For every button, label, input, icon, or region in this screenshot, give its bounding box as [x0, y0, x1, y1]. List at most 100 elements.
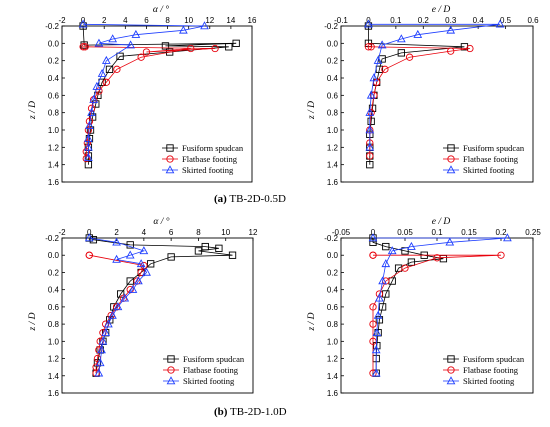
- panel-3-skirted-point: [139, 246, 149, 255]
- panel-4-skirted-point: [371, 345, 381, 354]
- panel-3-skirted-point: [94, 368, 104, 377]
- panel-3-x-tick-label: -2: [58, 228, 66, 237]
- panel-4-flatbase-point: [401, 264, 409, 272]
- panel-2-skirted-point: [413, 29, 423, 38]
- panel-4-fusiform-point: [407, 258, 416, 266]
- panel-1-flatbase-point: [137, 53, 145, 61]
- panel-4-legend-skirted-label: Skirted footing: [463, 376, 515, 386]
- panel-3-x-tick-label: 6: [169, 228, 174, 237]
- panel-3-flatbase-point: [85, 251, 93, 259]
- panel-3-legend-skirted-marker: [166, 376, 176, 385]
- panel-3-skirted-point: [112, 254, 121, 263]
- panel-4-skirted-point: [387, 246, 397, 255]
- panel-3-y-tick-label: 0.6: [48, 303, 60, 312]
- panel-4-skirted-point: [372, 327, 382, 336]
- panel-2-flatbase-point: [366, 152, 374, 160]
- panel-4-y-tick-label: 0.8: [327, 320, 339, 329]
- panel-4-flatbase-point: [369, 320, 377, 328]
- panel-1-legend-skirted-marker: [165, 165, 175, 174]
- panel-3-y-tick-label: 1.2: [48, 355, 60, 364]
- panel-3-x-tick-label: 12: [249, 228, 258, 237]
- panel-3-y-tick-label: -0.2: [45, 234, 59, 243]
- panel-1-skirted-point: [101, 55, 111, 64]
- panel-1-flatbase-point: [187, 44, 195, 53]
- panel-2-legend-flatbase-marker: [447, 155, 455, 163]
- panel-1-y-tick-label: 0.2: [48, 57, 60, 66]
- panel-4-flatbase-point: [369, 303, 377, 311]
- panel-3-legend-skirted-label: Skirted footing: [183, 376, 235, 386]
- panel-1-skirted-point: [97, 68, 107, 77]
- panel-3-fusiform-point: [167, 253, 175, 261]
- panel-2-y-tick-label: 0.8: [327, 109, 339, 118]
- panel-4-legend-fusiform-marker: [447, 355, 455, 363]
- panel-4-fusiform-point: [382, 242, 390, 251]
- panel-2-x-tick-label: 0.2: [418, 16, 430, 25]
- panel-3-fusiform-point: [228, 251, 237, 259]
- panel-2-fusiform-point: [366, 161, 374, 169]
- panel-1: -2 0 2 4 6 8 10 12 14 16-0.20.00.20.40.60.81.01.2…: [28, 4, 257, 187]
- panel-2-skirted-point: [365, 142, 375, 151]
- panel-4-skirted-point: [373, 310, 383, 319]
- panel-4-x-tick-label: 0.05: [397, 228, 413, 237]
- panel-4-y-tick-label: 0.6: [327, 303, 339, 312]
- panel-3-legend-flatbase-marker: [167, 366, 175, 374]
- panel-2-y-tick-label: 1.2: [327, 143, 339, 152]
- panel-1-flatbase-point: [81, 43, 89, 51]
- panel-1-skirted-point: [84, 142, 93, 151]
- panel-4-y-tick-label: 0.2: [327, 268, 339, 277]
- panel-2-skirted-point: [369, 73, 379, 82]
- panel-4-skirted-point: [445, 237, 455, 246]
- panel-1-fusiform-point: [116, 52, 124, 60]
- panel-4-y-tick-label: 0.4: [327, 286, 339, 295]
- panel-2-skirted-point: [495, 19, 505, 28]
- caption-a-label: (a): [214, 193, 227, 205]
- panel-1-skirted-point: [89, 94, 99, 103]
- panel-2-legend-skirted-marker: [446, 165, 456, 174]
- panel-1-y-tick-label: 1.2: [48, 143, 60, 152]
- panel-2-flatbase-point: [381, 65, 389, 73]
- panel-1-x-tick-label: 4: [123, 16, 128, 25]
- panel-3-x-tick-label: 2: [114, 228, 119, 237]
- panel-1-flatbase-point: [102, 78, 110, 86]
- panel-4-x-tick-label: 0: [371, 228, 376, 237]
- panel-4-legend-skirted-marker: [446, 376, 456, 385]
- panel-3-y-tick-label: 1.4: [48, 372, 60, 381]
- panel-4-x-tick-label: 0.1: [431, 228, 443, 237]
- panel-3-legend-flatbase-label: Flatbase footing: [183, 365, 239, 375]
- panel-1-x-axis-title: α / °: [153, 4, 169, 15]
- panel-2-x-tick-label: 0.3: [445, 16, 457, 25]
- panel-3-x-tick-label: 4: [142, 228, 147, 237]
- panel-4-skirted-point: [378, 276, 387, 285]
- panel-3-skirted-point: [84, 233, 94, 242]
- panel-3-y-tick-label: 0.4: [48, 286, 60, 295]
- panel-3-skirted-point: [95, 358, 105, 367]
- panel-1-legend-fusiform-label: Fusiform spudcan: [182, 143, 244, 153]
- panel-2-fusiform-point: [460, 43, 469, 51]
- panel-1-y-tick-label: 1.4: [48, 161, 60, 170]
- panel-1-skirted-point: [179, 25, 188, 34]
- panel-1-skirted-line: [83, 23, 205, 158]
- panel-1-skirted-point: [126, 40, 135, 49]
- panel-1-y-tick-label: 1.0: [48, 126, 60, 135]
- panel-2-skirted-point: [365, 107, 375, 116]
- panel-4-skirted-point: [371, 368, 381, 377]
- panel-4-flatbase-point: [497, 251, 505, 259]
- panel-3-x-tick-label: 8: [196, 228, 201, 237]
- panel-2-x-tick-label: 0.6: [527, 16, 539, 25]
- panel-1-skirted-point: [84, 133, 93, 142]
- panel-3-y-tick-label: 0.2: [48, 268, 60, 277]
- panel-3-x-axis-title: α / °: [153, 216, 169, 227]
- panel-3-skirted-point: [142, 267, 151, 276]
- panel-2-skirted-point: [373, 55, 383, 64]
- panel-3-skirted-point: [125, 250, 135, 259]
- panel-3: -2 0 2 4 6 8 10 12 -0.2 0.0 0.2 0.4 0.6 0.8 1.0 1.2 1.4 1…: [28, 216, 258, 398]
- panel-4-legend-fusiform-label: Fusiform spudcan: [463, 354, 525, 364]
- panel-1-fusiform-point: [86, 126, 95, 134]
- panel-3-skirted-point: [112, 237, 121, 246]
- panel-2-fusiform-point: [367, 117, 375, 125]
- panel-2-y-tick-label: 0.0: [327, 39, 339, 48]
- caption-b-text: TB-2D-1.0D: [230, 406, 287, 418]
- panel-1-fusiform-point: [232, 39, 240, 47]
- panel-2: -0.1 0 0.1 0.2 0.3 0.4 0.5 0.6-0.20.00.20.40.60…: [307, 5, 539, 187]
